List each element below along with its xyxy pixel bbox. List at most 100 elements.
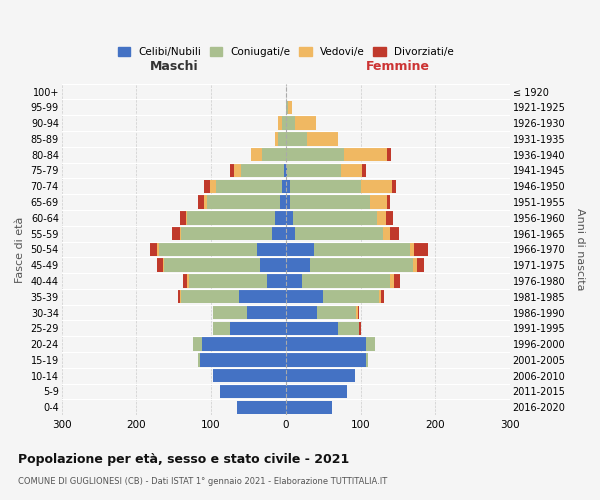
Bar — [262, 148, 286, 162]
Bar — [278, 132, 286, 145]
Bar — [307, 132, 338, 145]
Bar — [197, 353, 200, 366]
Bar — [187, 211, 275, 224]
Bar — [286, 274, 302, 287]
Bar — [394, 274, 400, 287]
Bar — [370, 196, 386, 209]
Text: Popolazione per età, sesso e stato civile - 2021: Popolazione per età, sesso e stato civil… — [18, 452, 349, 466]
Text: Maschi: Maschi — [149, 60, 198, 72]
Bar — [199, 196, 205, 209]
Bar — [188, 274, 267, 287]
Bar — [282, 180, 286, 193]
Bar — [180, 290, 181, 304]
Bar — [157, 258, 163, 272]
Bar — [286, 353, 367, 366]
Bar — [164, 258, 260, 272]
Bar — [257, 242, 286, 256]
Bar — [388, 148, 391, 162]
Bar — [286, 180, 290, 193]
Bar — [286, 196, 290, 209]
Bar — [391, 274, 394, 287]
Bar — [272, 227, 286, 240]
Bar — [180, 211, 186, 224]
Bar — [338, 322, 359, 335]
Bar — [186, 211, 187, 224]
Bar — [286, 148, 344, 162]
Bar — [361, 180, 392, 193]
Bar — [286, 227, 295, 240]
Bar — [310, 258, 413, 272]
Bar — [290, 196, 370, 209]
Bar — [172, 227, 180, 240]
Bar — [286, 116, 295, 130]
Bar — [286, 290, 323, 304]
Bar — [286, 132, 307, 145]
Bar — [286, 100, 288, 114]
Bar — [205, 180, 211, 193]
Y-axis label: Fasce di età: Fasce di età — [15, 216, 25, 282]
Bar — [288, 100, 292, 114]
Bar — [341, 164, 362, 177]
Bar — [260, 258, 286, 272]
Bar — [184, 274, 187, 287]
Bar — [275, 211, 286, 224]
Bar — [247, 306, 286, 320]
Bar — [358, 306, 359, 320]
Bar — [293, 211, 377, 224]
Bar — [187, 274, 188, 287]
Bar — [230, 164, 233, 177]
Text: COMUNE DI GUGLIONESI (CB) - Dati ISTAT 1° gennaio 2021 - Elaborazione TUTTITALIA: COMUNE DI GUGLIONESI (CB) - Dati ISTAT 1… — [18, 478, 387, 486]
Bar — [181, 290, 239, 304]
Bar — [377, 211, 386, 224]
Bar — [239, 290, 286, 304]
Bar — [220, 385, 286, 398]
Bar — [193, 338, 202, 351]
Bar — [275, 132, 278, 145]
Bar — [410, 242, 413, 256]
Bar — [386, 211, 394, 224]
Bar — [150, 242, 157, 256]
Bar — [359, 322, 361, 335]
Bar — [380, 290, 385, 304]
Bar — [181, 227, 272, 240]
Bar — [178, 290, 180, 304]
Bar — [287, 164, 341, 177]
Bar — [230, 322, 286, 335]
Bar — [286, 242, 314, 256]
Bar — [206, 196, 280, 209]
Bar — [212, 369, 286, 382]
Bar — [383, 227, 391, 240]
Text: Femmine: Femmine — [366, 60, 430, 72]
Bar — [267, 274, 286, 287]
Bar — [282, 116, 286, 130]
Bar — [367, 353, 368, 366]
Bar — [317, 306, 356, 320]
Bar — [286, 385, 347, 398]
Bar — [217, 180, 282, 193]
Bar — [302, 274, 391, 287]
Bar — [356, 306, 358, 320]
Bar — [251, 148, 262, 162]
Bar — [286, 338, 367, 351]
Bar — [205, 196, 206, 209]
Bar — [180, 227, 181, 240]
Bar — [241, 164, 284, 177]
Bar — [392, 180, 395, 193]
Bar — [202, 338, 286, 351]
Bar — [416, 258, 424, 272]
Bar — [295, 116, 316, 130]
Bar — [211, 180, 217, 193]
Bar — [286, 400, 332, 414]
Bar — [163, 258, 164, 272]
Bar — [379, 290, 380, 304]
Bar — [278, 116, 282, 130]
Bar — [233, 164, 241, 177]
Bar — [286, 211, 293, 224]
Bar — [413, 242, 428, 256]
Bar — [284, 164, 286, 177]
Bar — [386, 196, 391, 209]
Bar — [159, 242, 257, 256]
Bar — [214, 322, 230, 335]
Bar — [157, 242, 159, 256]
Bar — [367, 338, 376, 351]
